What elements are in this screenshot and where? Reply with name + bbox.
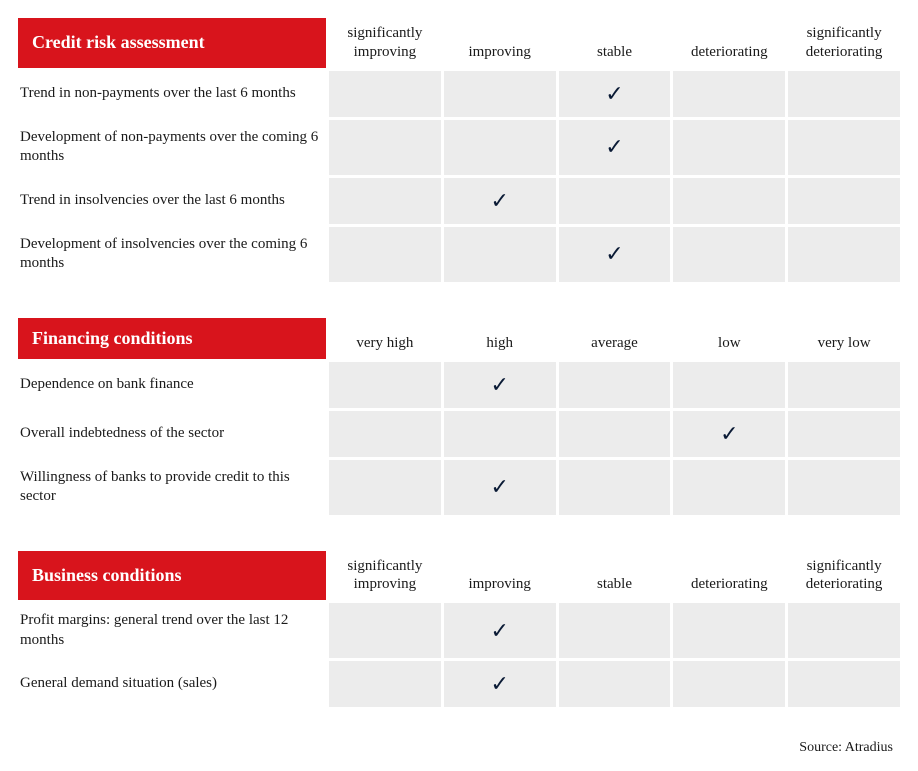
data-cell: ✓ xyxy=(444,178,556,224)
data-cell xyxy=(559,661,671,707)
section-title: Credit risk assessment xyxy=(18,18,326,68)
data-cell xyxy=(788,178,900,224)
column-header: significantlyimproving xyxy=(329,18,441,68)
data-cell xyxy=(673,603,785,658)
data-cell xyxy=(788,71,900,117)
data-cell xyxy=(329,411,441,457)
row-label: Development of non-payments over the com… xyxy=(18,120,326,175)
table-row: Trend in non-payments over the last 6 mo… xyxy=(18,71,900,117)
row-label: Overall indebtedness of the sector xyxy=(18,411,326,457)
data-cell: ✓ xyxy=(559,120,671,175)
column-header: average xyxy=(559,318,671,359)
data-cell: ✓ xyxy=(559,227,671,282)
check-icon: ✓ xyxy=(490,476,508,498)
data-cell xyxy=(673,227,785,282)
row-label: Dependence on bank finance xyxy=(18,362,326,408)
data-cell: ✓ xyxy=(444,362,556,408)
table-row: Development of insolvencies over the com… xyxy=(18,227,900,282)
data-cell xyxy=(329,661,441,707)
data-cell xyxy=(788,227,900,282)
column-header: very low xyxy=(788,318,900,359)
data-cell xyxy=(329,71,441,117)
data-cell xyxy=(559,603,671,658)
check-icon: ✓ xyxy=(720,423,738,445)
data-cell xyxy=(673,71,785,117)
row-label: Profit margins: general trend over the l… xyxy=(18,603,326,658)
assessment-table: Financing conditionsvery highhighaverage… xyxy=(15,315,903,518)
data-cell xyxy=(444,227,556,282)
column-header: stable xyxy=(559,18,671,68)
column-header: improving xyxy=(444,551,556,601)
check-icon: ✓ xyxy=(605,243,623,265)
data-cell xyxy=(559,362,671,408)
section: Credit risk assessmentsignificantlyimpro… xyxy=(15,15,903,285)
column-header: improving xyxy=(444,18,556,68)
data-cell: ✓ xyxy=(444,661,556,707)
data-cell xyxy=(788,362,900,408)
column-header: significantlydeteriorating xyxy=(788,18,900,68)
source-attribution: Source: Atradius xyxy=(15,740,903,756)
column-header: significantlydeteriorating xyxy=(788,551,900,601)
column-header: deteriorating xyxy=(673,551,785,601)
section: Business conditionssignificantlyimprovin… xyxy=(15,548,903,711)
column-header: low xyxy=(673,318,785,359)
data-cell xyxy=(329,460,441,515)
data-cell xyxy=(788,120,900,175)
table-row: Profit margins: general trend over the l… xyxy=(18,603,900,658)
data-cell xyxy=(559,460,671,515)
data-cell xyxy=(673,362,785,408)
data-cell xyxy=(788,603,900,658)
data-cell xyxy=(329,603,441,658)
column-header: stable xyxy=(559,551,671,601)
data-cell: ✓ xyxy=(444,603,556,658)
row-label: Willingness of banks to provide credit t… xyxy=(18,460,326,515)
data-cell xyxy=(673,120,785,175)
column-header: significantlyimproving xyxy=(329,551,441,601)
data-cell xyxy=(329,178,441,224)
data-cell xyxy=(444,71,556,117)
data-cell xyxy=(329,227,441,282)
data-cell xyxy=(673,661,785,707)
row-label: Trend in non-payments over the last 6 mo… xyxy=(18,71,326,117)
section: Financing conditionsvery highhighaverage… xyxy=(15,315,903,518)
row-label: Trend in insolvencies over the last 6 mo… xyxy=(18,178,326,224)
data-cell xyxy=(329,120,441,175)
assessment-table: Business conditionssignificantlyimprovin… xyxy=(15,548,903,711)
check-icon: ✓ xyxy=(490,190,508,212)
data-cell xyxy=(673,178,785,224)
assessment-table: Credit risk assessmentsignificantlyimpro… xyxy=(15,15,903,285)
data-cell: ✓ xyxy=(673,411,785,457)
table-row: Trend in insolvencies over the last 6 mo… xyxy=(18,178,900,224)
check-icon: ✓ xyxy=(605,136,623,158)
data-cell xyxy=(788,661,900,707)
table-row: Overall indebtedness of the sector ✓ xyxy=(18,411,900,457)
column-header: very high xyxy=(329,318,441,359)
table-row: Dependence on bank finance ✓ xyxy=(18,362,900,408)
section-title: Financing conditions xyxy=(18,318,326,359)
check-icon: ✓ xyxy=(605,83,623,105)
column-header: high xyxy=(444,318,556,359)
data-cell xyxy=(329,362,441,408)
table-row: General demand situation (sales) ✓ xyxy=(18,661,900,707)
table-row: Development of non-payments over the com… xyxy=(18,120,900,175)
section-title: Business conditions xyxy=(18,551,326,601)
data-cell xyxy=(444,411,556,457)
data-cell: ✓ xyxy=(559,71,671,117)
check-icon: ✓ xyxy=(490,673,508,695)
row-label: Development of insolvencies over the com… xyxy=(18,227,326,282)
check-icon: ✓ xyxy=(490,374,508,396)
data-cell xyxy=(788,411,900,457)
column-header: deteriorating xyxy=(673,18,785,68)
table-row: Willingness of banks to provide credit t… xyxy=(18,460,900,515)
data-cell xyxy=(444,120,556,175)
data-cell xyxy=(788,460,900,515)
check-icon: ✓ xyxy=(490,620,508,642)
row-label: General demand situation (sales) xyxy=(18,661,326,707)
data-cell xyxy=(673,460,785,515)
data-cell xyxy=(559,178,671,224)
data-cell xyxy=(559,411,671,457)
data-cell: ✓ xyxy=(444,460,556,515)
